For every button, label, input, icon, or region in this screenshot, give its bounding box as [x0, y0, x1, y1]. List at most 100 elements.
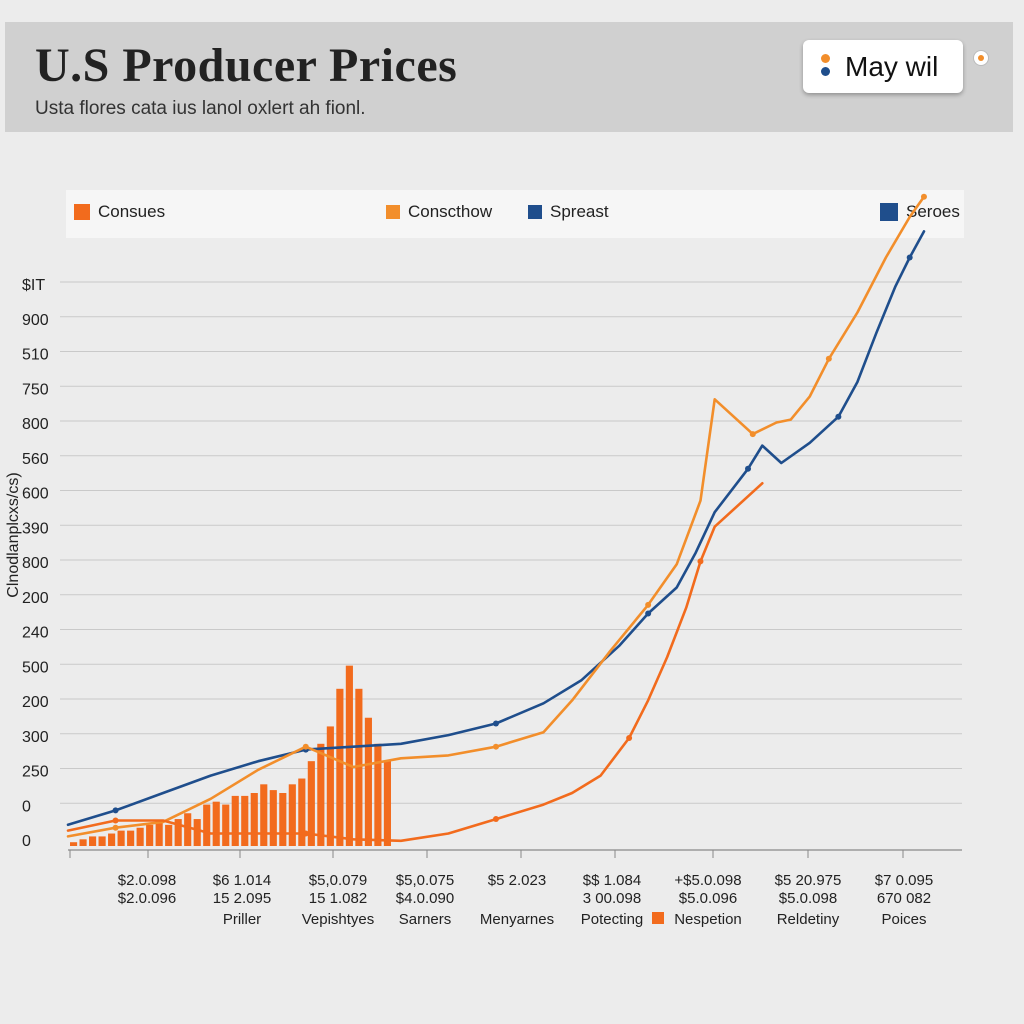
bar: [260, 784, 268, 846]
bar: [231, 795, 239, 846]
x-tick-label: $5 2.023: [488, 872, 546, 889]
series-point: [112, 807, 119, 814]
x-tick-label: $5,0.079: [309, 872, 367, 889]
bar: [127, 830, 135, 846]
series-point: [697, 558, 704, 565]
y-tick-label: 300: [22, 729, 49, 746]
bar: [193, 819, 201, 846]
bar: [298, 778, 306, 846]
bar: [184, 813, 192, 846]
y-tick-label: 900: [22, 312, 49, 329]
x-tick-label: Potecting: [581, 911, 644, 928]
bar: [355, 688, 363, 846]
bar: [336, 688, 344, 846]
bar-series: [70, 665, 391, 846]
bar: [345, 665, 353, 846]
series-point: [492, 720, 499, 727]
x-tick-label: $7 0.095: [875, 872, 933, 889]
x-tick-label: Menyarnes: [480, 911, 554, 928]
y-tick-label: 750: [22, 381, 49, 398]
y-tick-label: 0: [22, 798, 31, 815]
bar: [146, 824, 154, 846]
legend-item-conscthow[interactable]: Conscthow: [386, 202, 492, 222]
x-tick-label: Nespetion: [674, 911, 742, 928]
bar: [203, 804, 211, 846]
x-tick-label: $5,0.075: [396, 872, 454, 889]
legend-label: Seroes: [906, 202, 960, 221]
x-tick-label: Poices: [881, 911, 926, 928]
y-tick-label: 0: [22, 833, 31, 850]
series-point: [645, 610, 652, 617]
y-tick-label: 500: [22, 659, 49, 676]
date-selector-button[interactable]: May wil: [803, 40, 963, 93]
series-line: [66, 195, 926, 838]
date-selector-label: May wil: [845, 51, 939, 82]
series-point: [920, 193, 927, 200]
y-tick-label: 200: [22, 590, 49, 607]
x-tick-label: 3 00.098: [583, 890, 641, 907]
x-tick-label: $2.0.096: [118, 890, 176, 907]
bar: [269, 790, 277, 846]
bar: [117, 830, 125, 846]
x-tick-label: 670 082: [877, 890, 931, 907]
x-tick-label: $5.0.098: [779, 890, 837, 907]
bar: [174, 819, 182, 846]
radio-toggle-icon[interactable]: [973, 50, 989, 66]
bar: [288, 784, 296, 846]
legend-item-seroes[interactable]: Seroes: [880, 202, 960, 222]
bar: [222, 804, 230, 846]
bar: [165, 824, 173, 846]
x-tick-label: 15 1.082: [309, 890, 367, 907]
bar: [374, 743, 382, 846]
x-tick-label: Sarners: [399, 911, 452, 928]
bar: [250, 793, 258, 846]
bar: [241, 795, 249, 846]
series-point: [745, 465, 752, 472]
legend-label: Conscthow: [408, 202, 493, 221]
legend-swatch-icon: [880, 203, 898, 221]
bar: [307, 761, 315, 846]
series-line: [66, 230, 926, 827]
series-point: [302, 830, 309, 837]
x-tick-label: $$ 1.084: [583, 872, 641, 889]
bar: [212, 801, 220, 846]
x-axis: [68, 849, 962, 858]
series-point: [825, 355, 832, 362]
y-tick-label: 800: [22, 555, 49, 572]
series-point: [112, 824, 119, 831]
legend-swatch-icon: [528, 205, 542, 219]
x-tick-label: $5 20.975: [775, 872, 842, 889]
legend-label: Spreast: [550, 202, 609, 221]
bar: [70, 842, 78, 846]
series-point: [492, 816, 499, 823]
y-tick-label: 390: [22, 520, 49, 537]
series-point: [749, 431, 756, 438]
bar: [108, 833, 116, 846]
series-point: [112, 817, 119, 824]
x-tick-label: $5.0.096: [679, 890, 737, 907]
y-tick-label: 510: [22, 347, 49, 364]
bar: [364, 717, 372, 846]
bar: [155, 821, 163, 846]
y-tick-label: 240: [22, 625, 49, 642]
x-tick-label: +$5.0.098: [674, 872, 741, 889]
legend-item-spreast[interactable]: Spreast: [528, 202, 609, 222]
bar: [317, 743, 325, 846]
bar: [326, 726, 334, 846]
series-point: [906, 254, 913, 261]
bar: [89, 836, 97, 846]
x-tick-label: Priller: [223, 911, 261, 928]
x-tick-label: Reldetiny: [777, 911, 840, 928]
y-tick-label: 560: [22, 451, 49, 468]
legend-swatch-icon: [386, 205, 400, 219]
series-point: [645, 601, 652, 608]
legend-item-consues[interactable]: Consues: [74, 202, 165, 222]
y-axis-label: Clnodlanplcxs/cs): [5, 472, 22, 597]
y-tick-label: 800: [22, 416, 49, 433]
page-subtitle: Usta flores cata ius lanol oxlert ah fio…: [35, 98, 366, 119]
x-tick-label: $6 1.014: [213, 872, 271, 889]
legend-label: Consues: [98, 202, 166, 221]
legend-dots-icon: [821, 54, 831, 80]
